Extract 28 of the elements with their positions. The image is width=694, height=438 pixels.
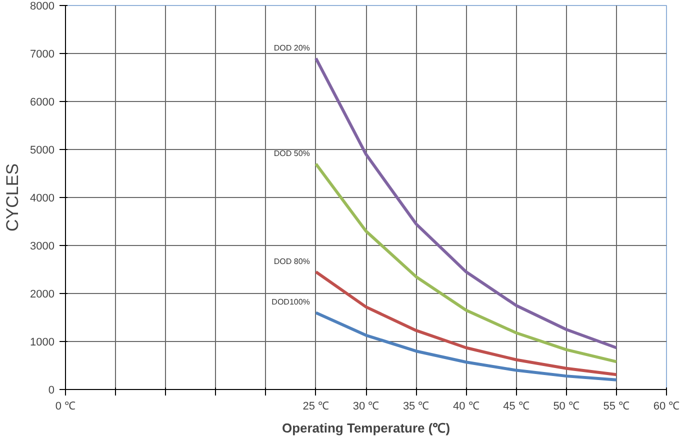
series-label: DOD 50% (274, 148, 310, 158)
y-tick-label: 8000 (30, 0, 55, 12)
x-tick-label: 0 ℃ (55, 400, 76, 412)
y-tick-label: 1000 (30, 336, 55, 348)
line-series (314, 270, 618, 376)
line-series (314, 162, 618, 364)
x-tick-label: 50 ℃ (553, 400, 580, 412)
x-tick-label: 45 ℃ (503, 400, 530, 412)
y-tick-label: 7000 (30, 48, 55, 60)
y-tick-label: 4000 (30, 192, 55, 204)
x-tick-label: 25 ℃ (302, 400, 330, 412)
x-tick-label: 35 ℃ (402, 400, 430, 412)
x-axis-title: Operating Temperature (℃) (282, 420, 450, 436)
x-tick-label: 40 ℃ (453, 400, 480, 412)
y-tick-label: 2000 (30, 288, 55, 300)
x-tick-label: 55 ℃ (603, 400, 630, 412)
x-tick-label: 60 ℃ (653, 400, 680, 412)
line-series (314, 311, 618, 382)
y-tick-label: 6000 (30, 96, 55, 108)
x-tick-label: 30 ℃ (352, 400, 380, 412)
y-axis-title: CYCLES (3, 163, 22, 232)
series-label: DOD100% (272, 298, 310, 307)
series-label: DOD 80% (274, 256, 310, 266)
y-tick-label: 5000 (30, 144, 55, 156)
series-label: DOD 20% (274, 43, 310, 52)
y-tick-label: 3000 (30, 240, 55, 252)
line-series (314, 56, 618, 350)
y-tick-label: 0 (48, 384, 55, 396)
